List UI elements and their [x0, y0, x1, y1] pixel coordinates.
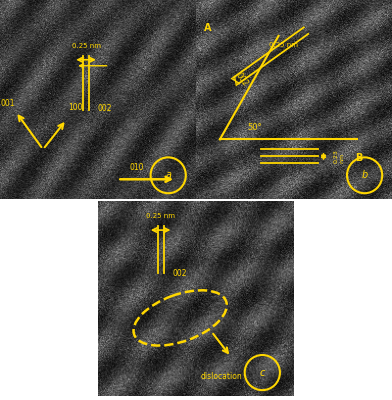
Text: B: B	[355, 153, 363, 163]
Text: 50°: 50°	[248, 123, 262, 132]
Text: 0.23
nm: 0.23 nm	[333, 150, 344, 163]
Text: 002: 002	[98, 104, 112, 112]
Text: 100: 100	[69, 103, 83, 112]
Text: 002: 002	[234, 71, 249, 88]
Text: 002: 002	[172, 269, 187, 278]
Text: c: c	[260, 368, 265, 378]
Text: 0.25 nm: 0.25 nm	[72, 43, 101, 49]
Text: a: a	[165, 170, 171, 180]
Text: b: b	[361, 170, 368, 180]
Text: dislocation: dislocation	[200, 372, 242, 381]
Text: A: A	[204, 23, 212, 33]
Text: 010: 010	[130, 163, 144, 172]
Text: 0.25 nm: 0.25 nm	[146, 214, 175, 220]
Text: 0.25 nm: 0.25 nm	[269, 42, 298, 48]
Text: 001: 001	[0, 99, 15, 108]
